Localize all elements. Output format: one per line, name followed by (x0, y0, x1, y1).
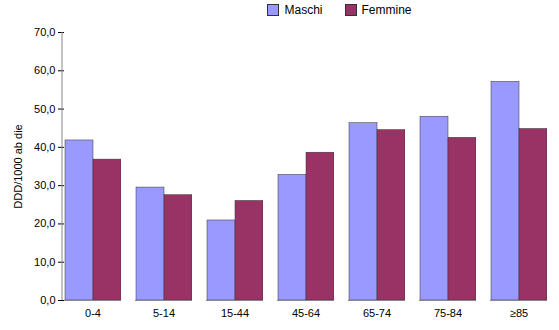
svg-text:DDD/1000 ab die: DDD/1000 ab die (12, 124, 24, 208)
svg-text:45-64: 45-64 (292, 307, 320, 319)
svg-text:≥85: ≥85 (510, 307, 528, 319)
svg-text:50,0: 50,0 (34, 103, 55, 115)
svg-text:60,0: 60,0 (34, 64, 55, 76)
svg-text:40,0: 40,0 (34, 141, 55, 153)
svg-text:5-14: 5-14 (153, 307, 175, 319)
html-text:Maschi: Maschi (284, 3, 323, 17)
svg-text:75-84: 75-84 (434, 307, 462, 319)
svg-text:20,0: 20,0 (34, 217, 55, 229)
svg-text:70,0: 70,0 (34, 26, 55, 38)
svg-text:0-4: 0-4 (85, 307, 101, 319)
svg-text:0,0: 0,0 (40, 294, 55, 306)
svg-text:30,0: 30,0 (34, 179, 55, 191)
svg-text:15-44: 15-44 (221, 307, 249, 319)
svg-text:10,0: 10,0 (34, 256, 55, 268)
html-text:Femmine: Femmine (361, 3, 412, 17)
svg-text:65-74: 65-74 (363, 307, 391, 319)
